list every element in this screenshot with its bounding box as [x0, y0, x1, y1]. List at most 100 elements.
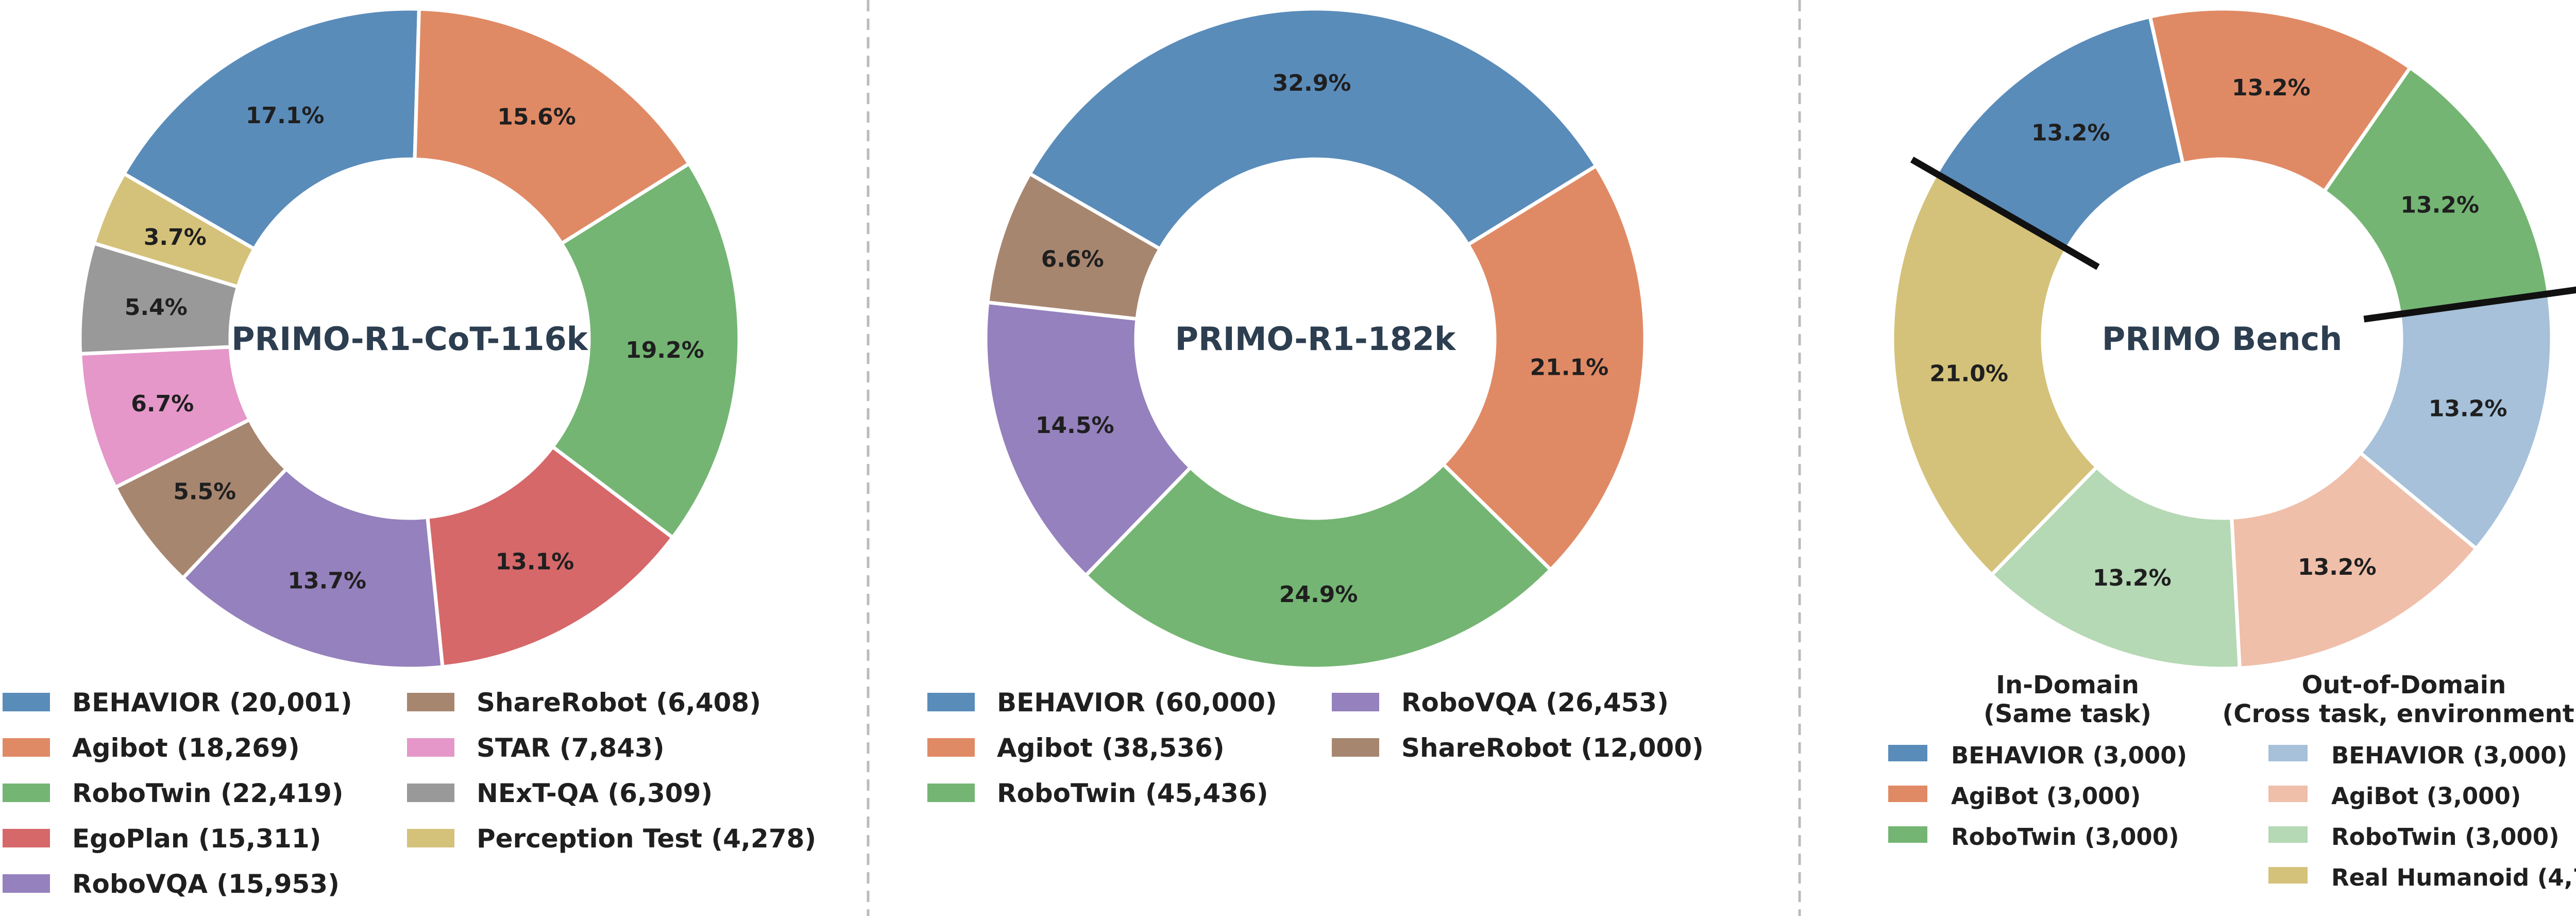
legend-item: NExT-QA (6,309): [407, 778, 713, 808]
legend-label: RoboTwin (3,000): [2331, 823, 2560, 851]
legend-group-subtitle: (Same task): [1984, 700, 2151, 728]
legend-swatch: [3, 784, 50, 802]
pie-slice-robotwin: [2321, 65, 2551, 317]
donut-center-title: PRIMO-R1-CoT-116k: [231, 320, 589, 358]
legend-label: AgiBot (3,000): [1951, 782, 2141, 810]
legend-item: AgiBot (3,000): [2268, 782, 2521, 810]
pie-slice-behavior: [2358, 291, 2554, 552]
slice-percent-label: 13.2%: [2232, 75, 2311, 101]
pie-slice-robotwin: [1989, 464, 2242, 671]
legend-item: Agibot (18,269): [3, 733, 300, 763]
legend: In-Domain(Same task) Out-of-Domain(Cross …: [1888, 671, 2576, 891]
pie-slice-robovqa: [984, 300, 1193, 578]
legend-item: RoboVQA (26,453): [1332, 688, 1669, 718]
legend-item: BEHAVIOR (3,000): [2268, 742, 2567, 769]
legend-label: BEHAVIOR (60,000): [997, 688, 1277, 718]
legend-label: Perception Test (4,278): [477, 824, 816, 854]
pie-slice-egoplan: [425, 444, 675, 669]
legend-item: ShareRobot (12,000): [1332, 733, 1704, 763]
legend-item: RoboTwin (45,436): [927, 778, 1268, 808]
legend-label: Agibot (38,536): [997, 733, 1225, 763]
legend-swatch: [3, 829, 50, 847]
legend-swatch: [407, 738, 454, 757]
pie-slice-perception-test: [91, 171, 257, 289]
legend-item: RoboTwin (3,000): [2268, 823, 2560, 851]
legend-label: RoboVQA (15,953): [72, 869, 340, 899]
donut-center-title: PRIMO Bench: [2102, 320, 2343, 358]
pie-slice-real-humanoid: [1890, 171, 2099, 577]
legend-swatch: [3, 693, 50, 711]
domain-separator-line: [1910, 156, 2100, 270]
legend: BEHAVIOR (20,001) Agibot (18,269) RoboTwin…: [3, 688, 816, 899]
legend-label: RoboTwin (45,436): [997, 778, 1268, 808]
legend-label: RoboVQA (26,453): [1401, 688, 1669, 718]
legend-item: AgiBot (3,000): [1888, 782, 2141, 810]
pie-slice-agibot: [413, 7, 692, 246]
slice-percent-label: 13.2%: [2093, 565, 2172, 591]
slice-percent-label: 13.2%: [2429, 396, 2507, 422]
donut-center-title: PRIMO-R1-182k: [1175, 320, 1457, 358]
legend-item: EgoPlan (15,311): [3, 824, 321, 854]
pie-slice-robovqa: [180, 466, 445, 671]
legend-swatch: [3, 738, 50, 757]
legend-label: AgiBot (3,000): [2331, 782, 2521, 810]
legend-swatch: [927, 784, 975, 802]
legend-label: ShareRobot (6,408): [477, 688, 761, 718]
pie-slice-robotwin: [1083, 461, 1553, 671]
legend-swatch: [1332, 693, 1379, 711]
legend-label: RoboTwin (3,000): [1951, 823, 2179, 851]
slice-percent-label: 13.2%: [2298, 554, 2377, 580]
legend-swatch: [1888, 826, 1927, 843]
pie-slice-behavior: [121, 7, 421, 252]
legend-swatch: [2268, 745, 2308, 761]
slice-percent-label: 13.1%: [496, 548, 574, 575]
legend-swatch: [927, 693, 975, 711]
legend-label: RoboTwin (22,419): [72, 778, 344, 808]
legend-swatch: [1888, 745, 1927, 761]
slice-percent-label: 14.5%: [1036, 412, 1114, 439]
legend-item: Perception Test (4,278): [407, 824, 816, 854]
pie-chart-3: 13.2% 13.2% 13.2% 13.2% 13.2% 13.2% 21.0% PRIMO…: [1888, 7, 2576, 891]
legend-group-subtitle: (Cross task, environment): [2222, 700, 2576, 728]
slice-percent-label: 6.6%: [1041, 246, 1104, 272]
legend-item: BEHAVIOR (20,001): [3, 688, 352, 718]
legend-swatch: [2268, 786, 2308, 802]
pie-slice-sharerobot: [986, 171, 1163, 321]
pie-slice-behavior: [1027, 7, 1599, 252]
slice-percent-label: 32.9%: [1273, 70, 1351, 96]
legend-label: Agibot (18,269): [72, 733, 300, 763]
legend-item: RoboTwin (22,419): [3, 778, 344, 808]
legend-item: RoboVQA (15,953): [3, 869, 340, 899]
legend-swatch: [407, 784, 454, 802]
legend-swatch: [407, 693, 454, 711]
slice-percent-label: 13.7%: [287, 568, 366, 594]
legend-swatch: [1888, 786, 1927, 802]
pie-slice-agibot: [2229, 450, 2479, 670]
legend-label: ShareRobot (12,000): [1401, 733, 1704, 763]
legend-group-title: Out-of-Domain: [2302, 671, 2506, 700]
legend-label: Real Humanoid (4,791): [2331, 864, 2576, 891]
slice-percent-label: 24.9%: [1279, 581, 1358, 608]
legend: BEHAVIOR (60,000) Agibot (38,536) RoboTwin…: [927, 688, 1704, 808]
slice-percent-label: 6.7%: [131, 391, 194, 417]
legend-label: EgoPlan (15,311): [72, 824, 321, 854]
legend-item: BEHAVIOR (60,000): [927, 688, 1277, 718]
slice-percent-label: 13.2%: [2400, 192, 2479, 219]
legend-label: BEHAVIOR (20,001): [72, 688, 352, 718]
legend-item: STAR (7,843): [407, 733, 665, 763]
legend-swatch: [927, 738, 975, 757]
legend-swatch: [1332, 738, 1379, 757]
legend-swatch: [2268, 867, 2308, 884]
pie-chart-1: 17.1% 15.6% 19.2% 13.1% 13.7% 5.5% 6.7% 5.4% 3.7…: [3, 7, 816, 899]
pie-slice-agibot: [2148, 7, 2413, 194]
legend-label: NExT-QA (6,309): [477, 778, 713, 808]
slice-percent-label: 5.5%: [173, 478, 236, 505]
legend-swatch: [3, 874, 50, 893]
legend-item: RoboTwin (3,000): [1888, 823, 2179, 851]
slice-percent-label: 19.2%: [625, 337, 704, 363]
pie-chart-2: 32.9% 21.1% 24.9% 14.5% 6.6% PRIMO-R1-182k BEH…: [927, 7, 1704, 808]
slice-percent-label: 5.4%: [125, 294, 188, 321]
slice-percent-label: 21.1%: [1530, 355, 1609, 381]
pie-slice-behavior: [1934, 14, 2185, 252]
